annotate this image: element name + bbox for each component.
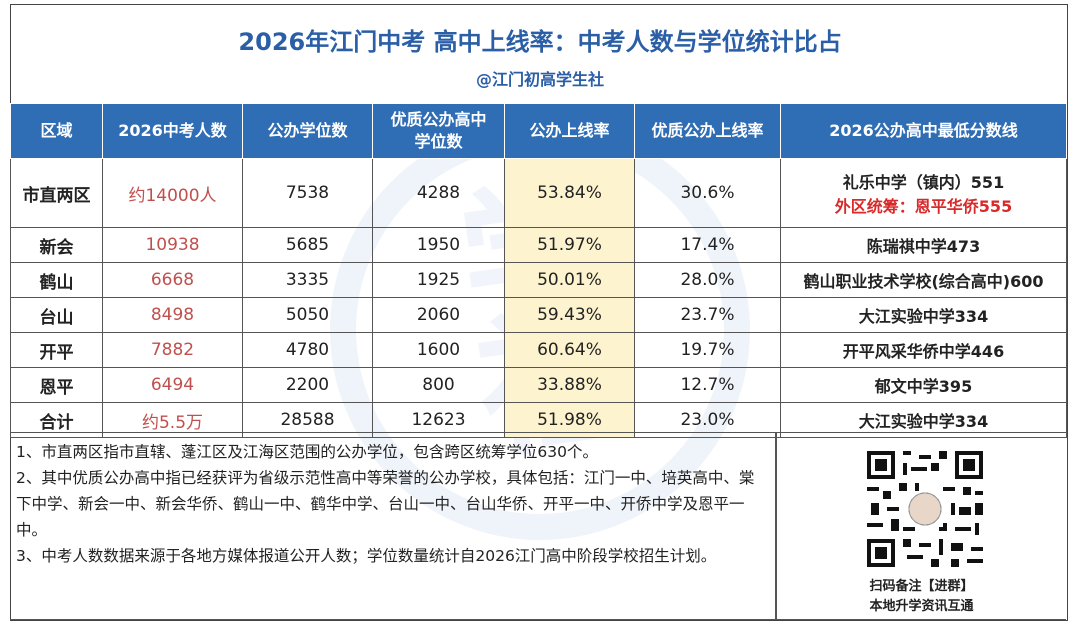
quality-rate-cell: 19.7% bbox=[634, 332, 781, 368]
region-cell: 台山 bbox=[10, 297, 103, 333]
header-quality-seats-label: 优质公办高中学位数 bbox=[390, 110, 487, 151]
exam-count-cell: 10938 bbox=[102, 227, 243, 263]
table-row: 开平 7882 4780 1600 60.64% 19.7% 开平风采华侨中学4… bbox=[10, 332, 1067, 368]
public-seats-cell: 3335 bbox=[242, 262, 373, 298]
header-region: 区域 bbox=[10, 103, 103, 159]
public-rate-cell: 50.01% bbox=[504, 262, 635, 298]
exam-count-cell: 8498 bbox=[102, 297, 243, 333]
public-rate-cell: 53.84% bbox=[504, 158, 635, 228]
quality-seats-cell: 800 bbox=[372, 367, 505, 403]
public-seats-cell: 5685 bbox=[242, 227, 373, 263]
page-title: 2026年江门中考 高中上线率：中考人数与学位统计比占 bbox=[238, 28, 842, 56]
region-cell: 市直两区 bbox=[10, 158, 103, 228]
public-rate-cell: 33.88% bbox=[504, 367, 635, 403]
header-public-seats: 公办学位数 bbox=[242, 103, 373, 159]
public-seats-cell: 4780 bbox=[242, 332, 373, 368]
public-rate-cell: 59.43% bbox=[504, 297, 635, 333]
region-cell: 恩平 bbox=[10, 367, 103, 403]
min-score-cell: 开平风采华侨中学446 bbox=[780, 332, 1067, 368]
qr-code[interactable] bbox=[863, 447, 987, 571]
public-rate-cell: 51.97% bbox=[504, 227, 635, 263]
page-subtitle: @江门初高学生社 bbox=[475, 70, 604, 89]
public-seats-cell: 5050 bbox=[242, 297, 373, 333]
exam-count-cell: 6494 bbox=[102, 367, 243, 403]
exam-count-cell: 6668 bbox=[102, 262, 243, 298]
region-cell: 开平 bbox=[10, 332, 103, 368]
table-header-row: 区域 2026中考人数 公办学位数 优质公办高中学位数 公办上线率 优质公办上线… bbox=[10, 103, 1067, 159]
quality-seats-cell: 4288 bbox=[372, 158, 505, 228]
quality-rate-cell: 12.7% bbox=[634, 367, 781, 403]
min-score-cell: 陈瑞祺中学473 bbox=[780, 227, 1067, 263]
exam-count-cell: 约14000人 bbox=[102, 158, 243, 228]
footnote-3: 3、中考人数数据来源于各地方媒体报道公开人数；学位数量统计自2026江门高中阶段… bbox=[16, 547, 717, 565]
min-score-cell: 礼乐中学（镇内）551 外区统筹：恩平华侨555 bbox=[780, 158, 1067, 228]
quality-rate-cell: 23.7% bbox=[634, 297, 781, 333]
region-cell: 鹤山 bbox=[10, 262, 103, 298]
qr-caption-secondary: 本地升学资讯互通 bbox=[869, 599, 974, 614]
quality-seats-cell: 1950 bbox=[372, 227, 505, 263]
footnote-2: 2、其中优质公办高中指已经获评为省级示范性高中等荣誉的公办学校，具体包括：江门一… bbox=[16, 469, 755, 539]
table-row: 鹤山 6668 3335 1925 50.01% 28.0% 鹤山职业技术学校(… bbox=[10, 262, 1067, 298]
table-row: 市直两区 约14000人 7538 4288 53.84% 30.6% 礼乐中学… bbox=[10, 158, 1067, 228]
header-quality-rate: 优质公办上线率 bbox=[634, 103, 781, 159]
table-row: 恩平 6494 2200 800 33.88% 12.7% 郁文中学395 bbox=[10, 367, 1067, 403]
qr-panel: 扫码备注【进群】 本地升学资讯互通 bbox=[776, 432, 1066, 620]
exam-count-cell: 7882 bbox=[102, 332, 243, 368]
table-row: 台山 8498 5050 2060 59.43% 23.7% 大江实验中学334 bbox=[10, 297, 1067, 333]
min-score-cell: 鹤山职业技术学校(综合高中)600 bbox=[780, 262, 1067, 298]
table-row: 新会 10938 5685 1950 51.97% 17.4% 陈瑞祺中学473 bbox=[10, 227, 1067, 263]
header-public-rate: 公办上线率 bbox=[504, 103, 635, 159]
qr-caption-primary: 扫码备注【进群】 bbox=[869, 579, 974, 594]
header-exam-count: 2026中考人数 bbox=[102, 103, 243, 159]
header-quality-seats: 优质公办高中学位数 bbox=[372, 103, 505, 159]
quality-rate-cell: 30.6% bbox=[634, 158, 781, 228]
quality-rate-cell: 17.4% bbox=[634, 227, 781, 263]
quality-seats-cell: 2060 bbox=[372, 297, 505, 333]
region-cell: 新会 bbox=[10, 227, 103, 263]
public-seats-cell: 2200 bbox=[242, 367, 373, 403]
public-seats-cell: 7538 bbox=[242, 158, 373, 228]
footnote-1: 1、市直两区指市直辖、蓬江区及江海区范围的公办学位，包含跨区统筹学位630个。 bbox=[16, 443, 598, 461]
footnotes: 1、市直两区指市直辖、蓬江区及江海区范围的公办学位，包含跨区统筹学位630个。 … bbox=[10, 432, 776, 620]
min-score-cell: 大江实验中学334 bbox=[780, 297, 1067, 333]
min-score-school-secondary: 外区统筹：恩平华侨555 bbox=[834, 197, 1013, 216]
statistics-table: 区域 2026中考人数 公办学位数 优质公办高中学位数 公办上线率 优质公办上线… bbox=[10, 103, 1067, 438]
min-score-school: 礼乐中学（镇内）551 bbox=[842, 173, 1005, 192]
quality-seats-cell: 1600 bbox=[372, 332, 505, 368]
quality-rate-cell: 28.0% bbox=[634, 262, 781, 298]
public-rate-cell: 60.64% bbox=[504, 332, 635, 368]
header-min-score: 2026公办高中最低分数线 bbox=[780, 103, 1067, 159]
min-score-cell: 郁文中学395 bbox=[780, 367, 1067, 403]
quality-seats-cell: 1925 bbox=[372, 262, 505, 298]
